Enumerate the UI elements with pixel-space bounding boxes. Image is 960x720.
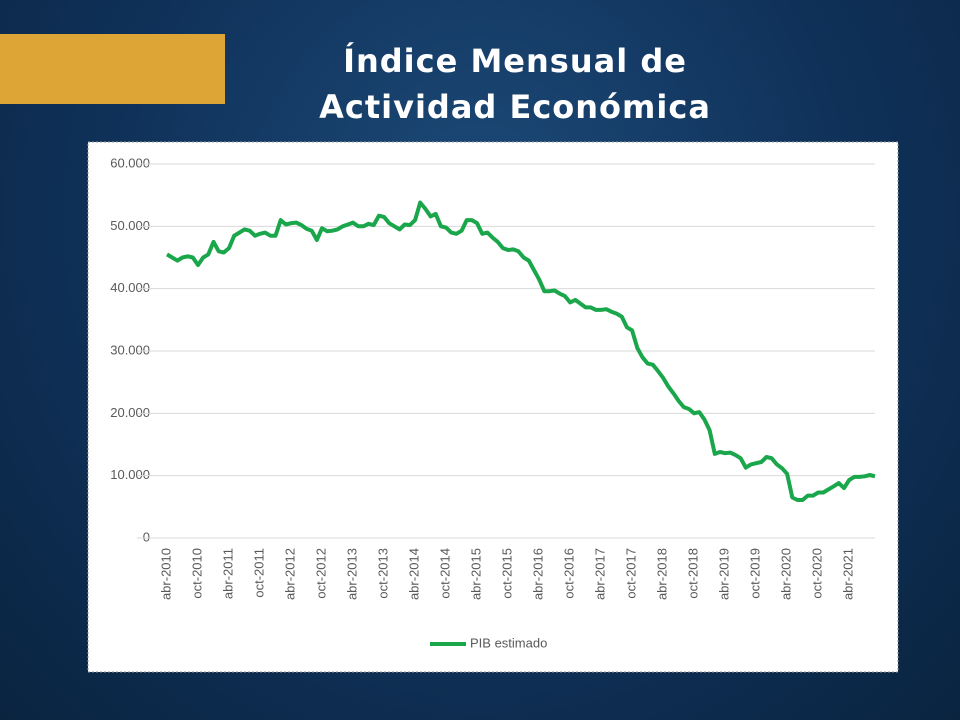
x-tick-label: oct-2014 — [438, 548, 453, 599]
x-tick-label: abr-2015 — [469, 548, 484, 600]
y-tick-label: 0 — [143, 529, 150, 544]
y-tick-label: 10.000 — [110, 467, 150, 482]
y-tick-label: 40.000 — [110, 280, 150, 295]
x-tick-label: abr-2020 — [779, 548, 794, 600]
x-tick-label: abr-2016 — [531, 548, 546, 600]
legend-label: PIB estimado — [470, 635, 547, 650]
x-tick-label: oct-2019 — [748, 548, 763, 599]
x-tick-label: abr-2017 — [593, 548, 608, 600]
x-tick-label: oct-2012 — [313, 548, 328, 599]
y-tick-label: 50.000 — [110, 218, 150, 233]
y-tick-label: 30.000 — [110, 342, 150, 357]
x-tick-label: abr-2018 — [655, 548, 670, 600]
chart-title: Índice Mensual de Actividad Económica — [319, 42, 711, 126]
y-tick-label: 20.000 — [110, 405, 150, 420]
chart-area — [87, 141, 899, 673]
x-tick-label: oct-2020 — [810, 548, 825, 599]
x-tick-label: abr-2011 — [220, 548, 235, 599]
x-tick-label: abr-2013 — [344, 548, 359, 600]
x-tick-label: abr-2014 — [406, 548, 421, 600]
x-tick-label: oct-2011 — [251, 548, 266, 598]
x-tick-label: oct-2015 — [500, 548, 515, 599]
x-tick-label: oct-2016 — [562, 548, 577, 599]
x-tick-label: oct-2010 — [189, 548, 204, 599]
accent-band — [0, 34, 225, 104]
x-tick-label: abr-2021 — [841, 548, 856, 600]
y-tick-label: 60.000 — [110, 155, 150, 170]
x-tick-label: oct-2013 — [375, 548, 390, 599]
x-tick-label: abr-2019 — [717, 548, 732, 600]
x-tick-label: abr-2012 — [282, 548, 297, 600]
x-tick-label: oct-2017 — [624, 548, 639, 599]
x-tick-label: oct-2018 — [686, 548, 701, 599]
x-tick-label: abr-2010 — [158, 548, 173, 600]
data-line — [165, 200, 876, 502]
